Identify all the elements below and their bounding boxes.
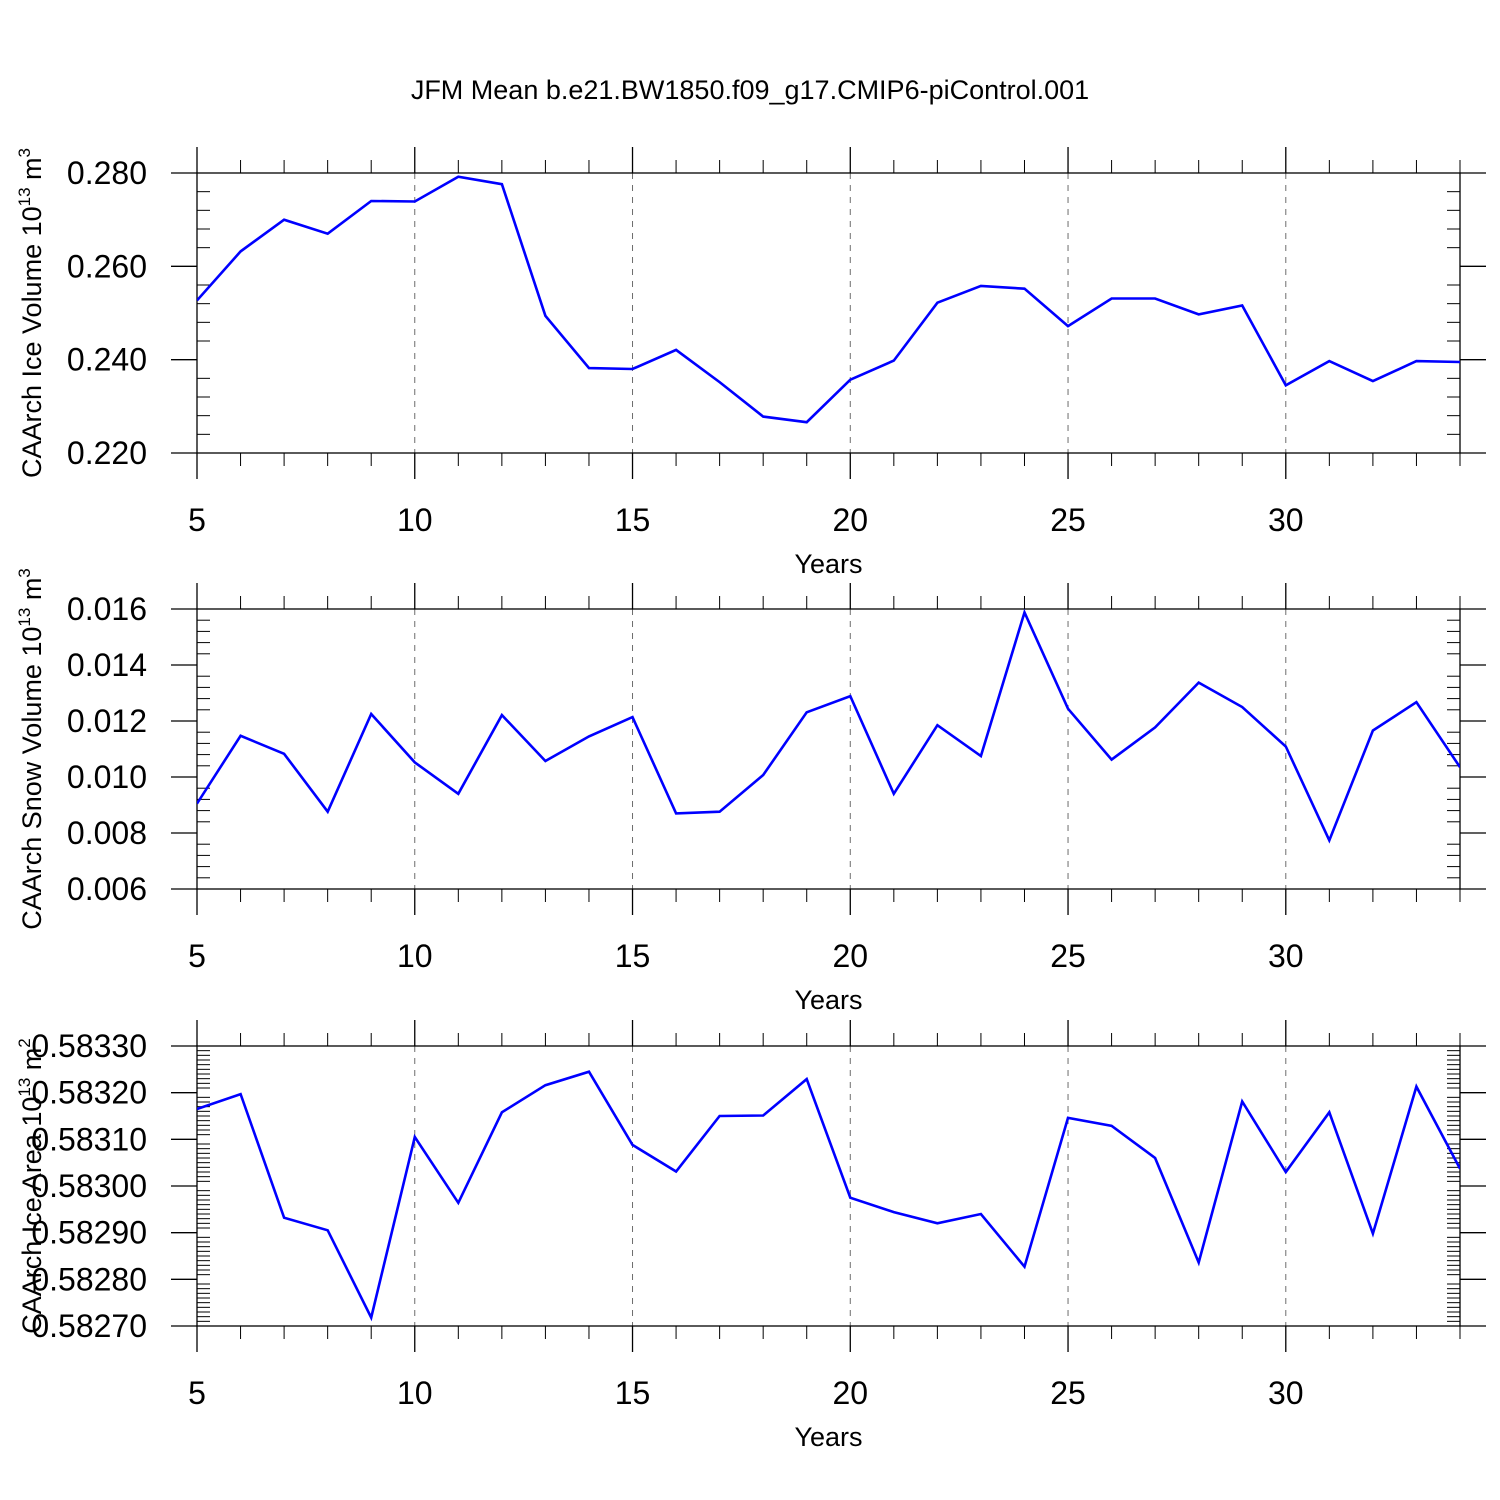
y-axis-title: CAArch Snow Volume 1013 m3 — [15, 568, 47, 930]
y-tick-label: 0.260 — [67, 248, 147, 284]
plot-frame — [196, 1045, 1461, 1327]
x-axis-title: Years — [794, 985, 862, 1015]
x-tick-label: 25 — [1050, 938, 1086, 974]
y-tick-label: 0.58280 — [31, 1261, 147, 1297]
y-tick-label: 0.012 — [67, 703, 147, 739]
chart-panel-3: 5 10 15 20 25 30 Years 0.58270 0.58280 0.58290 0.5… — [15, 1020, 1486, 1452]
x-tick-label: 30 — [1268, 1375, 1304, 1411]
x-tick-label: 10 — [397, 938, 433, 974]
x-tick-label: 20 — [832, 502, 868, 538]
y-tick-label: 0.006 — [67, 871, 147, 907]
plot-frame — [196, 608, 1461, 890]
y-tick-label: 0.220 — [67, 435, 147, 471]
plot-frame — [196, 172, 1461, 454]
y-tick-label: 0.58290 — [31, 1215, 147, 1251]
y-tick-label: 0.016 — [67, 591, 147, 627]
y-tick-label: 0.58310 — [31, 1121, 147, 1157]
x-axis-title: Years — [794, 1422, 862, 1452]
x-tick-label: 15 — [615, 938, 651, 974]
chart-panel-2: 5 10 15 20 25 30 Years 0.006 0.008 0.010 0.012 0.01… — [15, 568, 1486, 1015]
y-tick-label: 0.58330 — [31, 1028, 147, 1064]
x-tick-label: 5 — [188, 938, 206, 974]
y-axis-title: CAArch Ice Volume 1013 m3 — [15, 148, 47, 478]
chart-panel-1: 5 10 15 20 25 30 Years 0.220 0.240 0.260 0.280 CAAr… — [15, 147, 1486, 579]
chart-title: JFM Mean b.e21.BW1850.f09_g17.CMIP6-piCo… — [411, 75, 1089, 105]
x-tick-label: 30 — [1268, 938, 1304, 974]
data-series-line — [197, 1070, 1460, 1322]
x-tick-label: 25 — [1050, 1375, 1086, 1411]
y-tick-label: 0.010 — [67, 759, 147, 795]
x-tick-label: 15 — [615, 502, 651, 538]
y-tick-label: 0.008 — [67, 815, 147, 851]
x-tick-label: 30 — [1268, 502, 1304, 538]
x-tick-label: 5 — [188, 502, 206, 538]
x-tick-label: 25 — [1050, 502, 1086, 538]
x-tick-label: 10 — [397, 502, 433, 538]
y-tick-label: 0.240 — [67, 342, 147, 378]
y-tick-label: 0.58320 — [31, 1075, 147, 1111]
y-tick-label: 0.014 — [67, 647, 147, 683]
x-tick-label: 20 — [832, 938, 868, 974]
x-tick-label: 20 — [832, 1375, 868, 1411]
x-tick-label: 10 — [397, 1375, 433, 1411]
y-tick-label: 0.280 — [67, 155, 147, 191]
y-tick-label: 0.58270 — [31, 1308, 147, 1344]
y-tick-label: 0.58300 — [31, 1168, 147, 1204]
data-series-line — [197, 175, 1460, 424]
x-tick-label: 15 — [615, 1375, 651, 1411]
data-series-line — [197, 608, 1460, 844]
y-axis-title: CAArch Ice Area 1013 m2 — [15, 1038, 47, 1334]
x-axis-title: Years — [794, 549, 862, 579]
x-tick-label: 5 — [188, 1375, 206, 1411]
